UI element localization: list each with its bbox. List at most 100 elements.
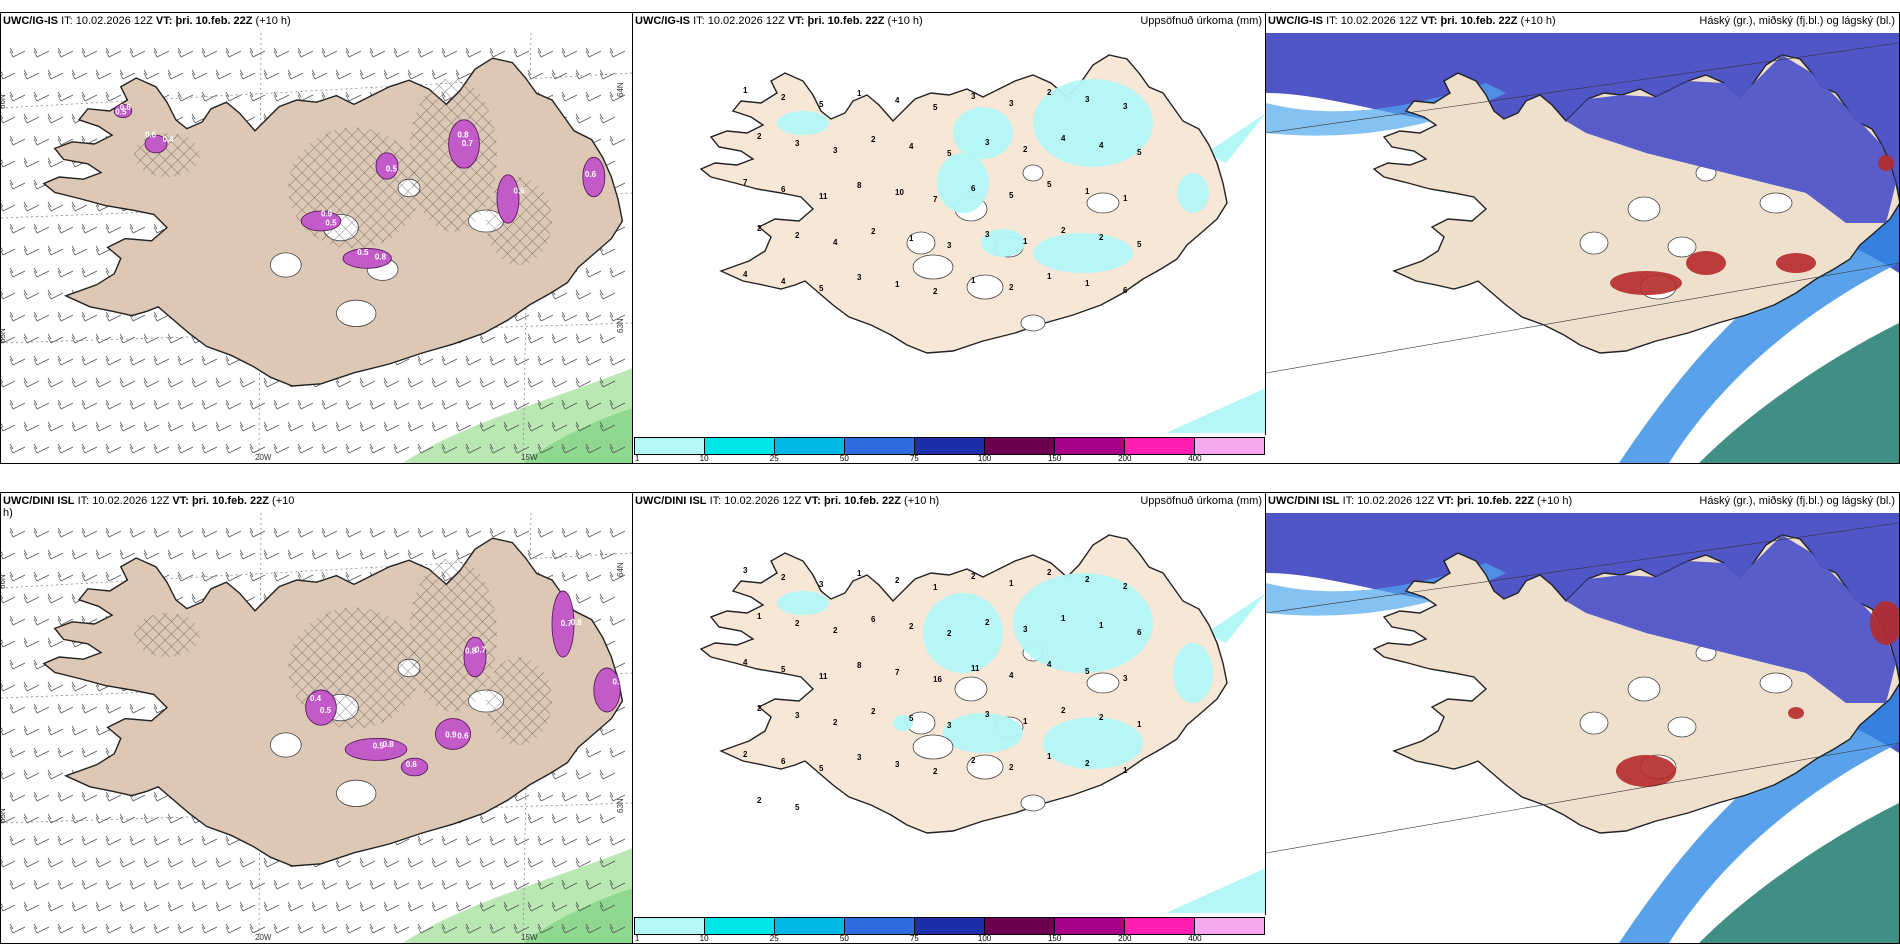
snow-region [582, 156, 606, 198]
precip-value-label: 5 [819, 764, 824, 773]
wind-barb [1, 814, 16, 824]
wind-barb [599, 113, 616, 124]
grid-line [1, 552, 633, 589]
wind-barb [23, 681, 40, 692]
wind-barb [263, 549, 280, 560]
legend-tick-label: 400 [1188, 454, 1202, 463]
wind-barb [561, 879, 578, 890]
wind-barb [513, 835, 530, 846]
precip-value-label: 8 [857, 661, 862, 670]
legend-ticks: 1 10 25 50 75 100 150 200 400 [634, 934, 1265, 943]
snow-value-label: 0.6 [514, 187, 526, 196]
precip-value-label: 1 [1085, 279, 1090, 288]
wind-barb [1, 158, 16, 168]
cloud-map [1266, 13, 1899, 463]
wind-barb [441, 399, 458, 410]
wind-barb [335, 901, 352, 912]
precip-value-label: 5 [1137, 240, 1142, 249]
wind-barb [537, 879, 554, 890]
wind-barb [273, 443, 290, 454]
wind-barb [297, 527, 314, 538]
glacier [1759, 192, 1793, 214]
lon-label: 20W [255, 933, 272, 942]
sea-precip-area [523, 408, 633, 463]
wind-barb [417, 443, 434, 454]
wind-barb [321, 399, 338, 410]
precip-values: 3231212122212262223116451187161144532322… [743, 566, 1142, 812]
legend-tick-label: 100 [977, 934, 992, 943]
wind-barb [489, 399, 506, 410]
wind-barb [47, 593, 64, 604]
mid-cloud-area [1566, 55, 1896, 223]
wind-barb [95, 813, 112, 824]
precip-value-label: 2 [1047, 88, 1052, 97]
precip-map: 1251453323323324532445761181076551122421… [699, 54, 1266, 433]
boundary-line [1266, 742, 1899, 854]
wind-barb [273, 923, 290, 934]
wind-barb [57, 527, 74, 538]
wind-barb [417, 835, 434, 846]
legend-swatch [845, 918, 915, 934]
wind-barb [575, 421, 592, 432]
wind-barb [1, 858, 16, 868]
wind-barb [177, 399, 194, 410]
snow-region [551, 590, 575, 658]
snow-value-label: 0.6 [145, 130, 157, 139]
snow-value-label: 0.5 [115, 107, 127, 116]
iceland-landmass [699, 54, 1228, 354]
hatched-region [486, 657, 552, 745]
legend-swatch [985, 918, 1055, 934]
snow-region [375, 152, 399, 180]
precip-value-label: 2 [1023, 145, 1028, 154]
wind-barb [201, 923, 218, 934]
legend-colorbar [634, 917, 1265, 935]
precip-value-label: 2 [871, 135, 876, 144]
glacier [1579, 711, 1609, 735]
snow-value-label: 0.6 [120, 103, 132, 112]
precip-value-label: 2 [757, 796, 762, 805]
wind-barb [9, 91, 26, 102]
wind-barb [23, 725, 40, 736]
wind-barb [537, 47, 554, 58]
precip-value-label: 6 [781, 185, 786, 194]
wind-barb [249, 527, 266, 538]
wind-barb [1, 902, 16, 912]
sea-cloud-area [1699, 803, 1899, 943]
precip-value-label: 1 [1047, 272, 1052, 281]
wind-barb [9, 835, 26, 846]
wind-barb [465, 923, 482, 934]
panel-cloud-dini: UWC/DINI ISL IT: 10.02.2026 12Z VT: þri.… [1265, 492, 1900, 944]
wind-barb [33, 47, 50, 58]
wind-barb [599, 857, 616, 868]
wind-barb [47, 637, 64, 648]
legend-tick-label: 200 [1118, 934, 1132, 943]
precip-value-label: 4 [743, 270, 748, 279]
wind-barb [23, 201, 40, 212]
snow-value-label: 0.5 [320, 706, 332, 715]
wind-barb [417, 527, 434, 538]
wind-barb [129, 399, 146, 410]
precip-value-label: 6 [1137, 628, 1142, 637]
precip-value-label: 4 [1099, 141, 1104, 150]
high-cloud-area [1870, 601, 1899, 645]
wind-barb [225, 571, 242, 582]
wind-barb [153, 443, 170, 454]
wind-barb [417, 47, 434, 58]
precip-value-label: 2 [1009, 283, 1014, 292]
wind-barb [585, 91, 602, 102]
sea-precip-area [1206, 113, 1266, 163]
precip-value-label: 4 [1009, 671, 1014, 680]
precip-value-label: 5 [909, 714, 914, 723]
wind-barb [513, 879, 530, 890]
panel-wind-igis: UWC/IG-IS IT: 10.02.2026 12Z VT: þri. 10… [0, 12, 634, 464]
wind-barb [431, 377, 448, 388]
lat-label: 65N [1, 808, 7, 823]
wind-barb [177, 91, 194, 102]
glacier [966, 274, 1004, 300]
precip-value-label: 1 [1023, 237, 1028, 246]
wind-barb [407, 421, 424, 432]
snow-region [342, 248, 392, 269]
wind-barb [9, 267, 26, 278]
wind-barb [129, 923, 146, 934]
wind-barb [575, 769, 592, 780]
